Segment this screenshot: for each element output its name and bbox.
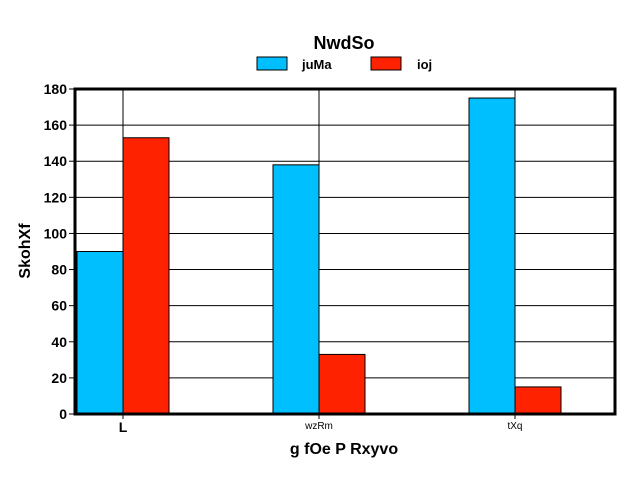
legend-label-series-1: juMa — [301, 57, 332, 72]
x-axis-title: g fOe P Rxyvo — [290, 441, 398, 458]
bar-ioj-tXq — [514, 386, 562, 415]
y-tick-label: 120 — [44, 189, 68, 205]
y-axis-ticks: 0 20 40 60 80 100 120 140 160 180 — [44, 81, 75, 422]
y-tick-label: 20 — [51, 370, 67, 386]
y-tick-label: 160 — [44, 117, 68, 133]
bar-ioj-wzRm — [318, 353, 366, 415]
y-axis-title: SkohXf — [17, 223, 34, 279]
plot-frame — [73, 87, 617, 416]
y-tick-label: 0 — [59, 406, 67, 422]
bars — [76, 97, 562, 415]
y-tick-label: 60 — [51, 298, 67, 314]
legend-swatch-series-1 — [256, 56, 288, 71]
bar-ioj-L — [122, 137, 170, 415]
x-tick-label: wzRm — [304, 421, 333, 432]
y-tick-label: 40 — [51, 334, 67, 350]
chart-title: NwdSo — [314, 33, 375, 53]
legend: juMa ioj — [256, 56, 432, 72]
bar-juMa-L — [76, 251, 124, 415]
x-tick-label: L — [119, 419, 128, 435]
x-tick-label: tXq — [507, 421, 522, 432]
legend-swatch-series-2 — [370, 56, 402, 71]
y-tick-label: 140 — [44, 153, 68, 169]
y-tick-label: 80 — [51, 262, 67, 278]
y-tick-label: 100 — [44, 225, 68, 241]
bar-juMa-tXq — [468, 97, 516, 415]
bar-juMa-wzRm — [272, 164, 320, 415]
y-tick-label: 180 — [44, 81, 68, 97]
legend-label-series-2: ioj — [417, 57, 432, 72]
